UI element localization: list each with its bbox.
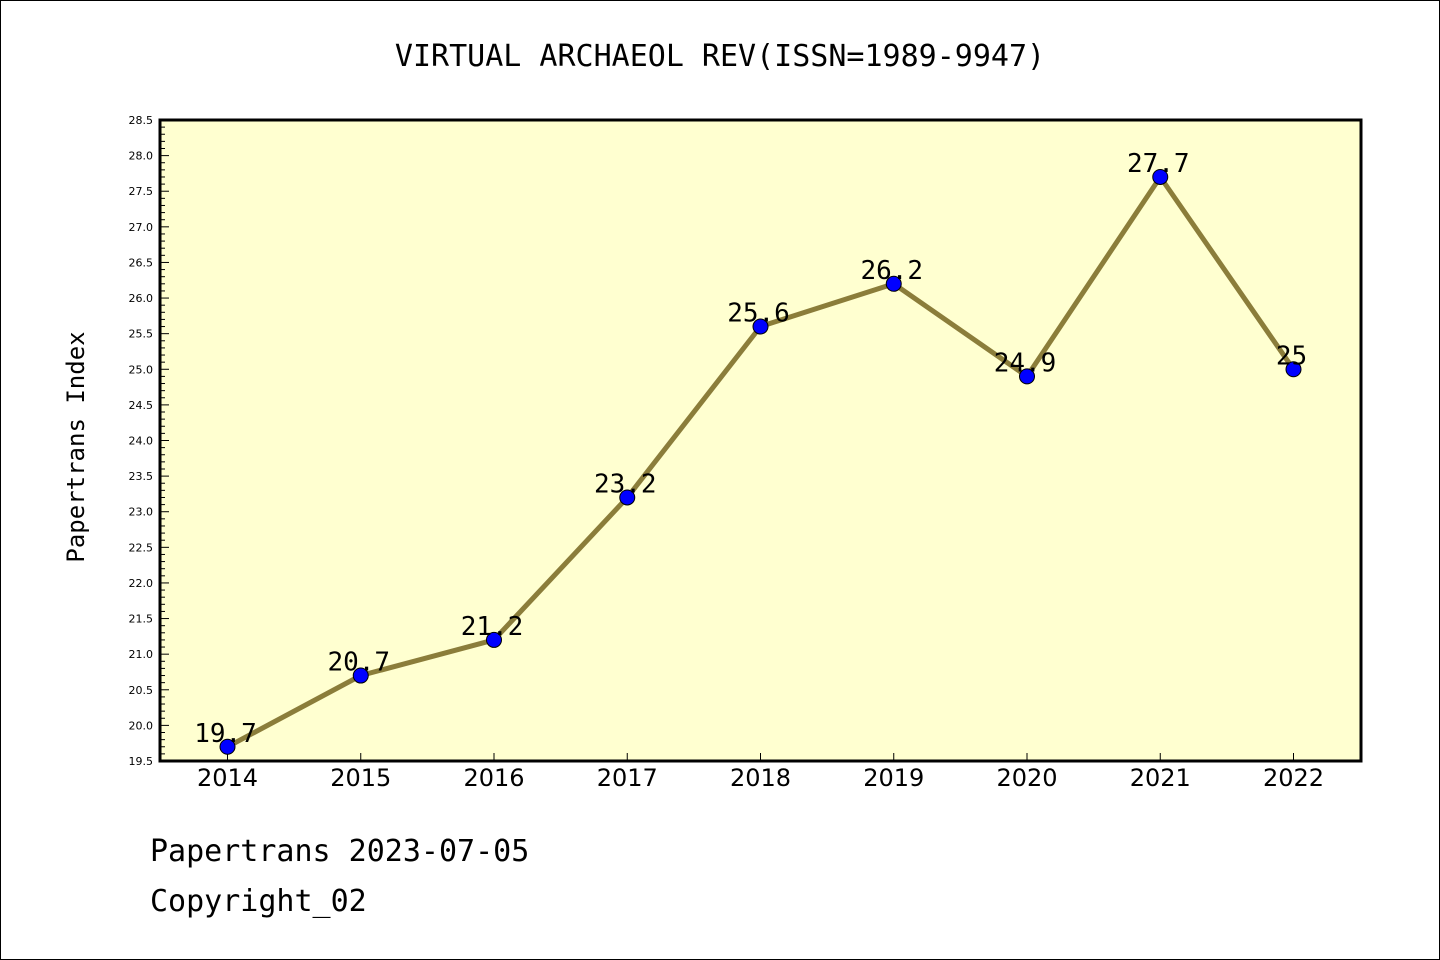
x-tick-label: 2020: [996, 764, 1057, 792]
y-axis-label: Papertrans Index: [62, 331, 90, 562]
footer-copyright: Copyright_02: [150, 884, 367, 919]
y-tick-label: 20.0: [129, 719, 154, 732]
x-tick-label: 2015: [330, 764, 391, 792]
data-point: [619, 489, 636, 506]
x-tick-label: 2019: [863, 764, 924, 792]
y-tick-label: 24.5: [129, 399, 154, 412]
y-axis: 19.5 20.0 20.5 21.0 21.5 22.0 22.5 23.0 23.5 24.0…: [129, 114, 169, 768]
footer-date: Papertrans 2023-07-05: [150, 834, 530, 869]
data-point: [1285, 361, 1302, 378]
data-label: 27.7: [1127, 149, 1190, 179]
data-label: 26.2: [860, 256, 923, 286]
data-label: 23.2: [594, 469, 657, 499]
y-tick-label: 21.0: [129, 648, 154, 661]
data-label: 25: [1276, 341, 1307, 371]
y-tick-label: 28.0: [129, 150, 154, 163]
data-label: 21.2: [461, 612, 524, 642]
y-tick-label: 19.5: [129, 755, 154, 768]
x-tick-label: 2022: [1263, 764, 1324, 792]
data-point: [219, 738, 236, 755]
y-tick-label: 20.5: [129, 684, 154, 697]
data-point: [352, 667, 369, 684]
y-tick-label: 23.0: [129, 506, 154, 519]
plot-area: [160, 120, 1361, 761]
y-tick-label: 27.0: [129, 221, 154, 234]
y-tick-label: 23.5: [129, 470, 154, 483]
x-tick-label: 2018: [730, 764, 791, 792]
y-tick-label: 22.0: [129, 577, 154, 590]
y-tick-label: 24.0: [129, 435, 154, 448]
data-label: 25.6: [727, 299, 790, 329]
x-tick-label: 2016: [463, 764, 524, 792]
y-tick-label: 28.5: [129, 114, 154, 127]
x-axis: 2014 2015 2016 2017 2018 2019 2020 2021 2022: [197, 753, 1324, 792]
data-label: 24.9: [994, 348, 1057, 378]
y-tick-label: 25.5: [129, 328, 154, 341]
x-tick-label: 2021: [1130, 764, 1191, 792]
y-tick-label: 21.5: [129, 613, 154, 626]
data-label: 20.7: [327, 648, 390, 678]
chart-title: VIRTUAL ARCHAEOL REV(ISSN=1989-9947): [395, 39, 1045, 74]
marker-group: [219, 168, 1302, 755]
data-label: 19.7: [194, 719, 257, 749]
x-tick-label: 2014: [197, 764, 258, 792]
y-tick-label: 27.5: [129, 185, 154, 198]
data-label-group: 19.7 20.7 21.2 23.2 25.6 26.2 24.9 27.7 25: [194, 149, 1307, 749]
data-point: [752, 318, 769, 335]
data-point: [1152, 168, 1169, 185]
data-point: [885, 275, 902, 292]
plot-border: [158, 118, 1363, 763]
data-point: [1019, 368, 1035, 385]
y-tick-label: 26.5: [129, 256, 154, 269]
y-tick-label: 25.0: [129, 363, 154, 376]
data-point: [486, 631, 502, 648]
x-tick-label: 2017: [597, 764, 658, 792]
y-tick-label: 26.0: [129, 292, 154, 305]
y-tick-label: 22.5: [129, 541, 154, 554]
